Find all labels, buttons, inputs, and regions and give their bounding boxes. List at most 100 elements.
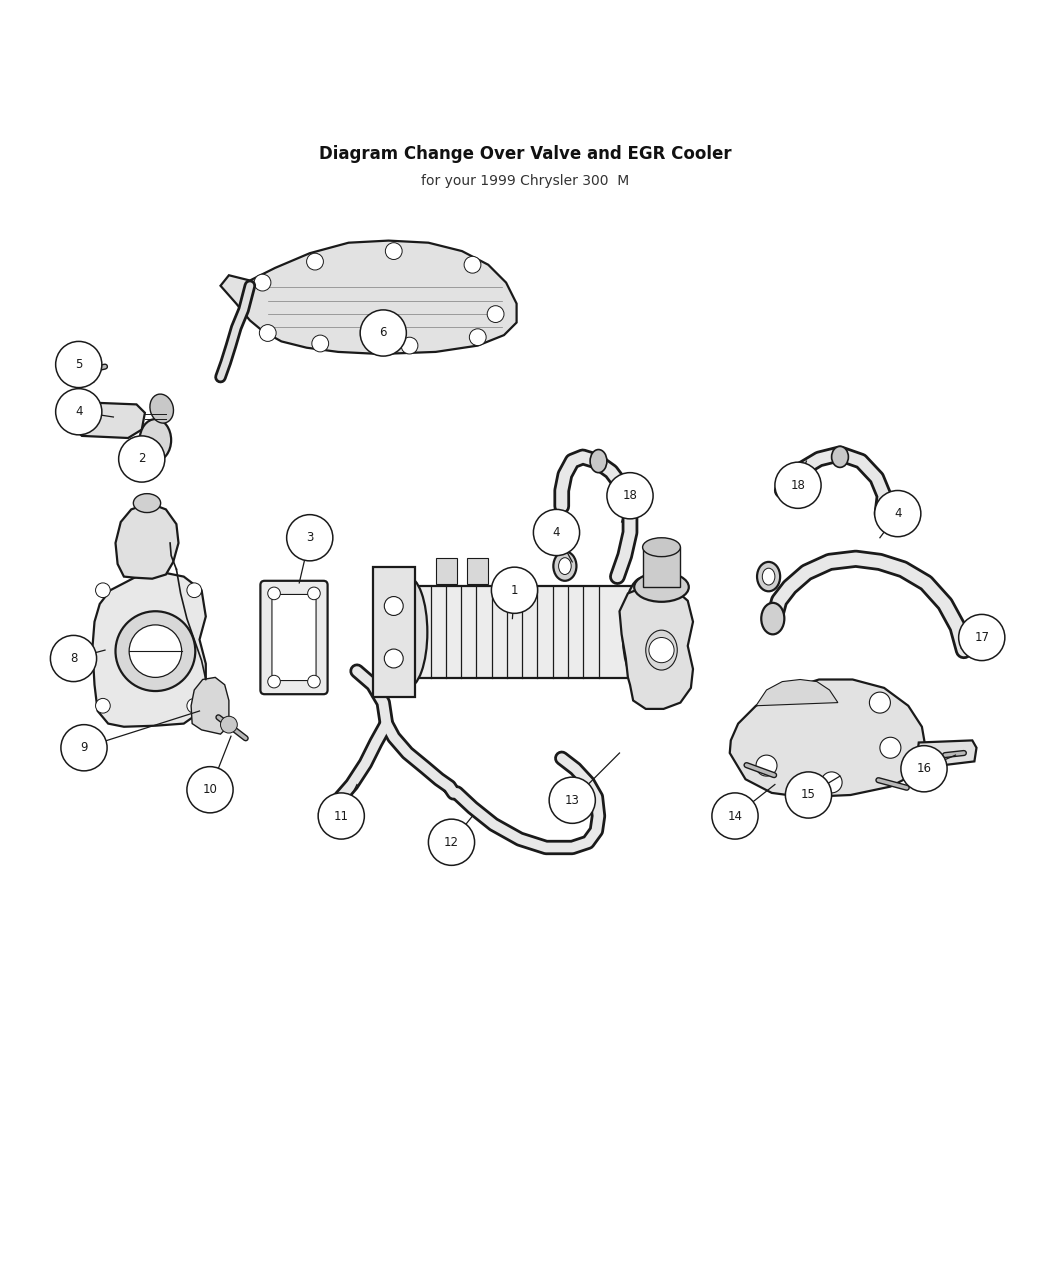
Circle shape: [775, 462, 821, 509]
Circle shape: [308, 676, 320, 688]
Circle shape: [401, 337, 418, 354]
Text: 3: 3: [306, 532, 314, 544]
FancyBboxPatch shape: [272, 594, 316, 681]
Ellipse shape: [762, 569, 775, 585]
Ellipse shape: [553, 551, 576, 581]
Bar: [373, 567, 415, 697]
Ellipse shape: [757, 562, 780, 592]
Ellipse shape: [133, 493, 161, 513]
Text: 15: 15: [801, 788, 816, 802]
Text: 18: 18: [791, 478, 805, 492]
Ellipse shape: [634, 572, 689, 602]
Circle shape: [187, 699, 202, 713]
Bar: [436, 557, 457, 584]
Text: 4: 4: [75, 405, 83, 418]
Polygon shape: [756, 680, 838, 706]
Circle shape: [129, 625, 182, 677]
Ellipse shape: [590, 450, 607, 473]
Circle shape: [116, 611, 195, 691]
Text: 4: 4: [894, 507, 902, 520]
Text: 9: 9: [80, 741, 88, 755]
Circle shape: [464, 256, 481, 273]
Circle shape: [712, 793, 758, 839]
Circle shape: [360, 310, 406, 356]
Circle shape: [821, 771, 842, 793]
Text: 6: 6: [379, 326, 387, 339]
Circle shape: [785, 771, 832, 819]
Circle shape: [259, 325, 276, 342]
Text: 13: 13: [565, 794, 580, 807]
Ellipse shape: [832, 446, 848, 468]
Circle shape: [649, 638, 674, 663]
Circle shape: [428, 819, 475, 866]
Ellipse shape: [643, 538, 680, 557]
Circle shape: [187, 766, 233, 813]
Text: 8: 8: [69, 652, 78, 666]
Text: 11: 11: [334, 810, 349, 822]
Circle shape: [469, 329, 486, 346]
Circle shape: [254, 274, 271, 291]
Ellipse shape: [150, 394, 173, 423]
Circle shape: [385, 242, 402, 260]
Ellipse shape: [623, 578, 663, 687]
Circle shape: [384, 597, 403, 616]
Circle shape: [268, 676, 280, 688]
Circle shape: [312, 335, 329, 352]
Text: 14: 14: [728, 810, 742, 822]
Circle shape: [287, 515, 333, 561]
Circle shape: [533, 510, 580, 556]
Ellipse shape: [559, 557, 571, 575]
FancyBboxPatch shape: [260, 581, 328, 694]
Circle shape: [869, 692, 890, 713]
Text: 16: 16: [917, 762, 931, 775]
Polygon shape: [220, 241, 517, 354]
Polygon shape: [916, 741, 977, 769]
Polygon shape: [71, 403, 145, 439]
Circle shape: [384, 649, 403, 668]
Circle shape: [491, 567, 538, 613]
Bar: [410, 586, 643, 678]
Ellipse shape: [387, 576, 427, 689]
Circle shape: [880, 737, 901, 759]
Polygon shape: [191, 677, 229, 734]
Text: 1: 1: [510, 584, 519, 597]
Text: for your 1999 Chrysler 300  M: for your 1999 Chrysler 300 M: [421, 173, 629, 187]
Polygon shape: [116, 504, 178, 579]
Circle shape: [549, 778, 595, 824]
Text: 4: 4: [552, 527, 561, 539]
Circle shape: [76, 365, 92, 381]
Circle shape: [61, 724, 107, 771]
Bar: [643, 547, 680, 586]
Polygon shape: [620, 585, 693, 709]
Circle shape: [96, 583, 110, 598]
Circle shape: [901, 746, 947, 792]
Circle shape: [96, 699, 110, 713]
Text: 12: 12: [444, 835, 459, 849]
Ellipse shape: [140, 419, 171, 462]
Ellipse shape: [646, 630, 677, 671]
Text: 5: 5: [75, 358, 83, 371]
Circle shape: [119, 436, 165, 482]
Text: Diagram Change Over Valve and EGR Cooler: Diagram Change Over Valve and EGR Cooler: [319, 145, 731, 163]
Circle shape: [220, 717, 237, 733]
Ellipse shape: [761, 603, 784, 635]
Circle shape: [607, 473, 653, 519]
Circle shape: [307, 254, 323, 270]
Circle shape: [875, 491, 921, 537]
Bar: [467, 557, 488, 584]
Text: 18: 18: [623, 490, 637, 502]
Circle shape: [318, 793, 364, 839]
Text: 10: 10: [203, 783, 217, 797]
Circle shape: [308, 586, 320, 599]
Text: 2: 2: [138, 453, 146, 465]
Polygon shape: [730, 680, 926, 797]
Circle shape: [50, 635, 97, 682]
Circle shape: [959, 615, 1005, 660]
Circle shape: [187, 583, 202, 598]
Circle shape: [56, 342, 102, 388]
Polygon shape: [92, 572, 206, 727]
Circle shape: [756, 755, 777, 776]
Circle shape: [487, 306, 504, 323]
Circle shape: [268, 586, 280, 599]
Circle shape: [56, 389, 102, 435]
